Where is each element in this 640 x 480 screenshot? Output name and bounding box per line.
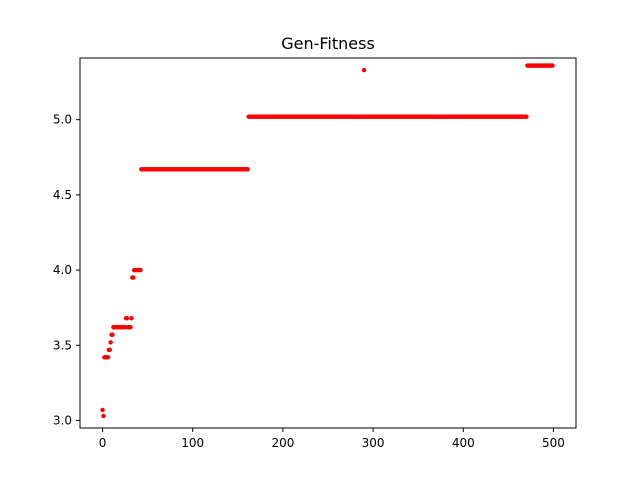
data-point <box>124 316 130 321</box>
x-tick-label: 500 <box>542 436 565 450</box>
axes-frame <box>79 57 577 429</box>
data-point <box>100 407 105 413</box>
chart-title: Gen-Fitness <box>281 34 375 53</box>
data-point <box>524 114 529 119</box>
data-point <box>131 275 136 280</box>
y-tick-label: 3.5 <box>53 338 72 352</box>
data-point <box>550 63 555 68</box>
x-tick-label: 200 <box>271 436 294 450</box>
y-tick-label: 4.0 <box>53 263 72 277</box>
data-point <box>101 413 106 419</box>
x-tick-label: 100 <box>181 436 204 450</box>
data-point <box>128 325 133 330</box>
data-point <box>108 340 113 345</box>
data-point <box>245 167 250 172</box>
y-axis: 3.0 3.5 4.0 4.5 5.0 <box>53 113 80 427</box>
data-point <box>138 267 143 273</box>
y-tick-label: 5.0 <box>53 113 72 127</box>
x-tick-label: 400 <box>452 436 475 450</box>
y-tick-label: 4.5 <box>53 188 72 202</box>
x-tick-label: 300 <box>362 436 385 450</box>
x-tick-label: 0 <box>99 436 107 450</box>
data-point <box>107 347 112 352</box>
y-tick-label: 3.0 <box>53 413 72 427</box>
data-point <box>361 67 367 73</box>
data-point <box>110 332 115 337</box>
plot-area: 0 100 200 300 400 500 3.0 3.5 4.0 4.5 5.0 <box>53 57 577 450</box>
data-points <box>100 63 555 419</box>
data-point <box>105 355 111 360</box>
x-axis: 0 100 200 300 400 500 <box>99 428 565 450</box>
data-point <box>129 316 134 321</box>
